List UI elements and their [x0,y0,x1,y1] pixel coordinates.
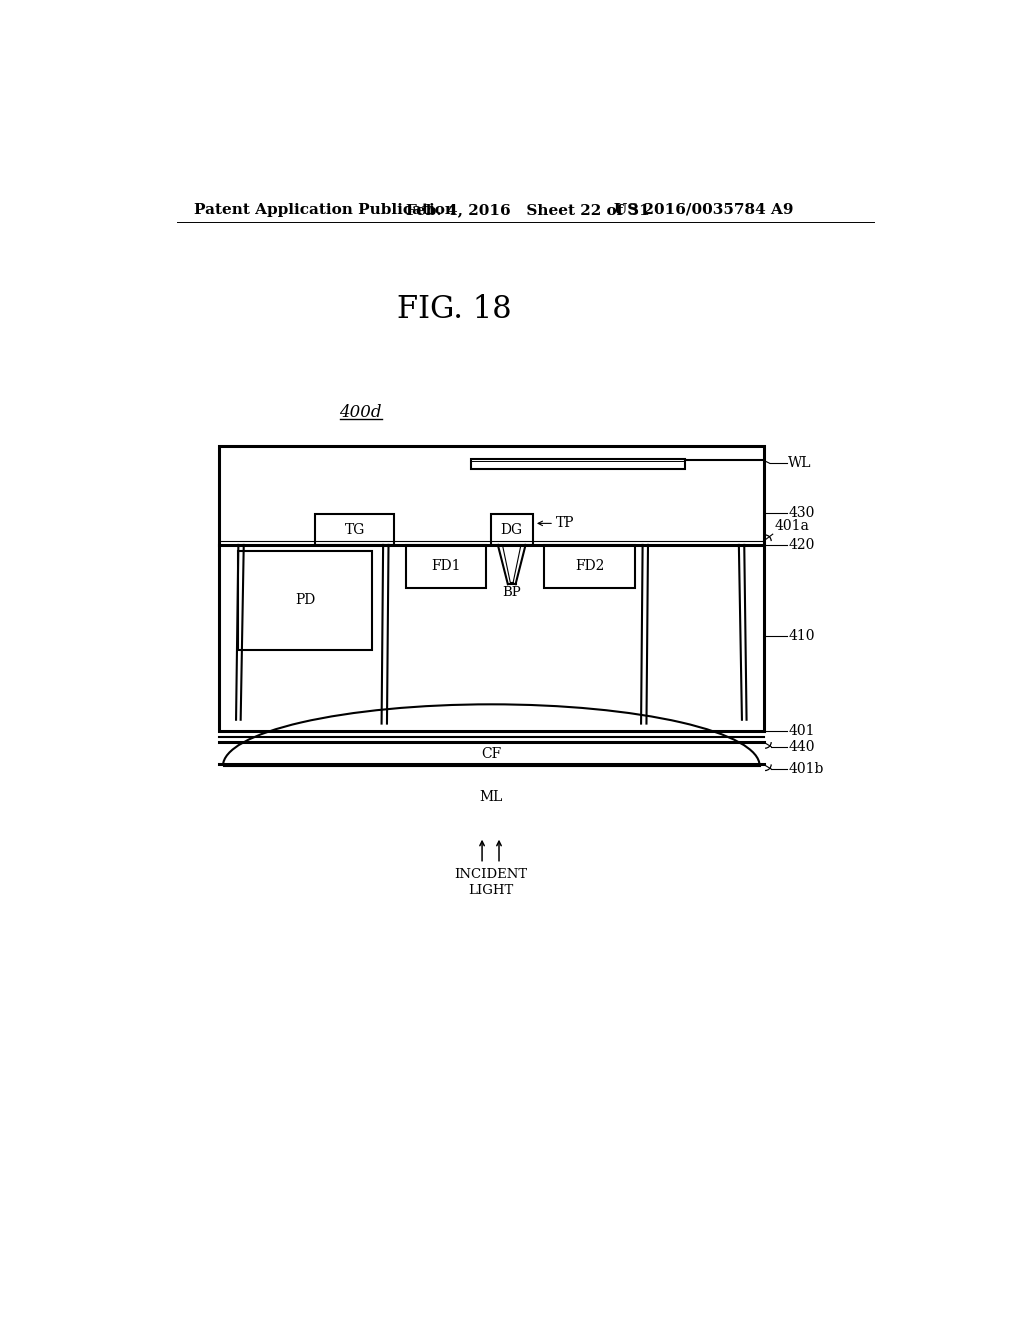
Text: TP: TP [556,516,574,531]
Bar [219,446,764,731]
Text: CF: CF [481,747,502,760]
Bar [239,552,372,649]
Text: ML: ML [479,789,503,804]
Text: DG: DG [501,523,523,536]
Text: INCIDENT
LIGHT: INCIDENT LIGHT [454,869,527,898]
Text: US 2016/0035784 A9: US 2016/0035784 A9 [614,203,794,216]
Text: 430: 430 [788,506,814,520]
Text: 401b: 401b [788,762,823,776]
Text: BP: BP [503,586,521,599]
Text: PD: PD [295,594,315,607]
Text: FD1: FD1 [431,560,461,573]
Text: FD2: FD2 [574,560,604,573]
Bar [471,459,685,469]
Text: 401: 401 [788,725,815,738]
Text: TG: TG [344,523,365,536]
Text: Patent Application Publication: Patent Application Publication [194,203,456,216]
Text: FIG. 18: FIG. 18 [396,294,511,325]
Bar [407,545,486,589]
Text: 420: 420 [788,539,814,552]
Text: 400d: 400d [339,404,381,421]
Bar [315,515,394,545]
Bar [490,515,532,545]
Text: 440: 440 [788,739,815,754]
Text: 401a: 401a [774,519,809,533]
Text: 410: 410 [788,628,815,643]
Bar [544,545,635,589]
Text: WL: WL [788,457,812,470]
Text: Feb. 4, 2016   Sheet 22 of 31: Feb. 4, 2016 Sheet 22 of 31 [407,203,650,216]
